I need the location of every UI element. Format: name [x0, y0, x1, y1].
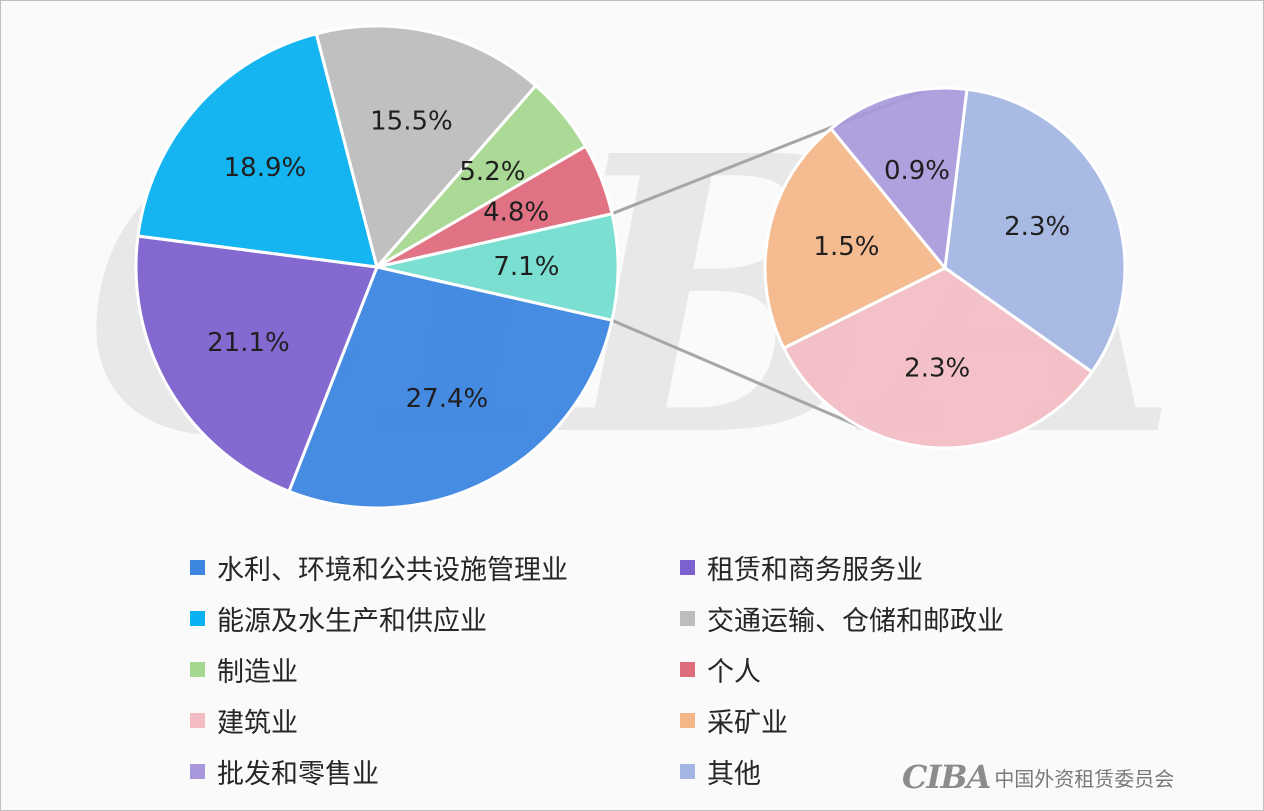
main-pie-label: 4.8%	[483, 197, 549, 227]
main-pie-label: 15.5%	[370, 107, 453, 137]
brand-logo: CIBA	[902, 758, 991, 796]
brand-name: 中国外资租赁委员会	[994, 766, 1175, 791]
legend-label: 批发和零售业	[217, 759, 379, 790]
sub-pie-label: 2.3%	[904, 353, 970, 383]
legend-item: 能源及水生产和供应业	[190, 593, 680, 644]
legend-label: 其他	[707, 759, 761, 790]
legend-item: 租赁和商务服务业	[680, 542, 1070, 593]
legend-swatch	[680, 764, 695, 779]
legend-swatch	[190, 764, 205, 779]
legend-item: 个人	[680, 644, 1070, 695]
legend-label: 建筑业	[217, 708, 298, 739]
legend-swatch	[190, 662, 205, 677]
main-pie-label: 18.9%	[224, 153, 307, 183]
legend-label: 交通运输、仓储和邮政业	[707, 606, 1004, 637]
legend-item: 批发和零售业	[190, 746, 680, 797]
legend-swatch	[680, 713, 695, 728]
main-pie-slice	[314, 24, 538, 271]
legend-label: 能源及水生产和供应业	[217, 606, 487, 637]
sub-pie-slice	[781, 266, 1095, 450]
legend-swatch	[190, 611, 205, 626]
main-pie-label: 27.4%	[406, 384, 489, 414]
main-pie	[134, 24, 620, 510]
legend-item: 水利、环境和公共设施管理业	[190, 542, 680, 593]
brand-signature: CIBA 中国外资租赁委员会	[902, 758, 1174, 796]
sub-pie-label: 1.5%	[813, 232, 879, 262]
main-pie-slice	[376, 211, 620, 323]
main-pie-slice	[136, 31, 380, 269]
legend-swatch	[680, 611, 695, 626]
main-pie-slice	[134, 234, 380, 494]
legend-item: 交通运输、仓储和邮政业	[680, 593, 1070, 644]
legend-label: 租赁和商务服务业	[707, 555, 923, 586]
sub-pie-label: 2.3%	[1004, 212, 1070, 242]
legend-label: 水利、环境和公共设施管理业	[217, 555, 568, 586]
sub-pie-label: 0.9%	[884, 156, 950, 186]
legend: 水利、环境和公共设施管理业 租赁和商务服务业能源及水生产和供应业 交通运输、仓储和邮…	[190, 542, 1070, 797]
legend-item: 建筑业	[190, 695, 680, 746]
legend-swatch	[190, 713, 205, 728]
sub-pie-slice	[763, 126, 948, 351]
connector-line	[611, 318, 862, 429]
main-pie-label: 5.2%	[459, 157, 525, 187]
legend-item: 制造业	[190, 644, 680, 695]
main-pie-label: 21.1%	[207, 328, 290, 358]
legend-label: 采矿业	[707, 708, 788, 739]
sub-pie-slice	[943, 87, 1127, 375]
sub-pie-labels: 2.3% 2.3% 1.5% 0.9%	[813, 156, 1070, 383]
legend-item: 采矿业	[680, 695, 1070, 746]
legend-swatch	[190, 560, 205, 575]
sub-pie-slice	[828, 86, 969, 272]
main-pie-label: 7.1%	[493, 252, 559, 282]
legend-label: 个人	[707, 657, 761, 688]
legend-label: 制造业	[217, 657, 298, 688]
sub-pie	[763, 86, 1127, 450]
legend-item: 其他	[680, 746, 1070, 797]
main-pie-labels: 7.1% 27.4% 21.1% 18.9% 15.5%5.2% 4.8%	[207, 107, 559, 414]
main-pie-slice	[376, 144, 614, 269]
legend-swatch	[680, 560, 695, 575]
main-pie-slice	[287, 265, 614, 510]
legend-swatch	[680, 662, 695, 677]
